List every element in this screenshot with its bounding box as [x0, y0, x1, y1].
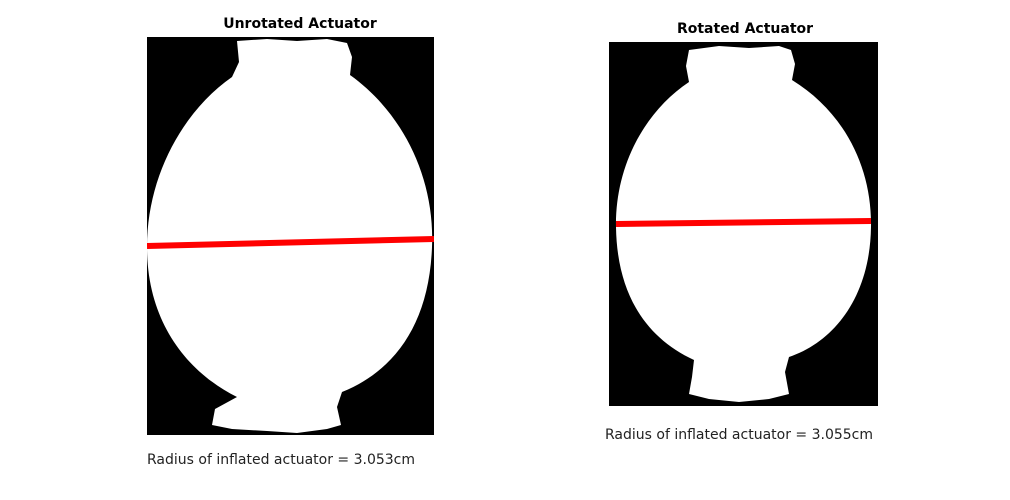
rotated-title: Rotated Actuator — [676, 21, 814, 37]
diameter-measure-line — [615, 218, 872, 227]
rotated-actuator-image — [609, 42, 878, 406]
unrotated-actuator-image — [147, 37, 434, 435]
diameter-measure-line — [147, 236, 434, 249]
unrotated-title: Unrotated Actuator — [223, 16, 377, 32]
unrotated-caption: Radius of inflated actuator = 3.053cm — [147, 452, 416, 468]
rotated-caption: Radius of inflated actuator = 3.055cm — [605, 427, 874, 443]
actuator-silhouette — [147, 39, 433, 433]
